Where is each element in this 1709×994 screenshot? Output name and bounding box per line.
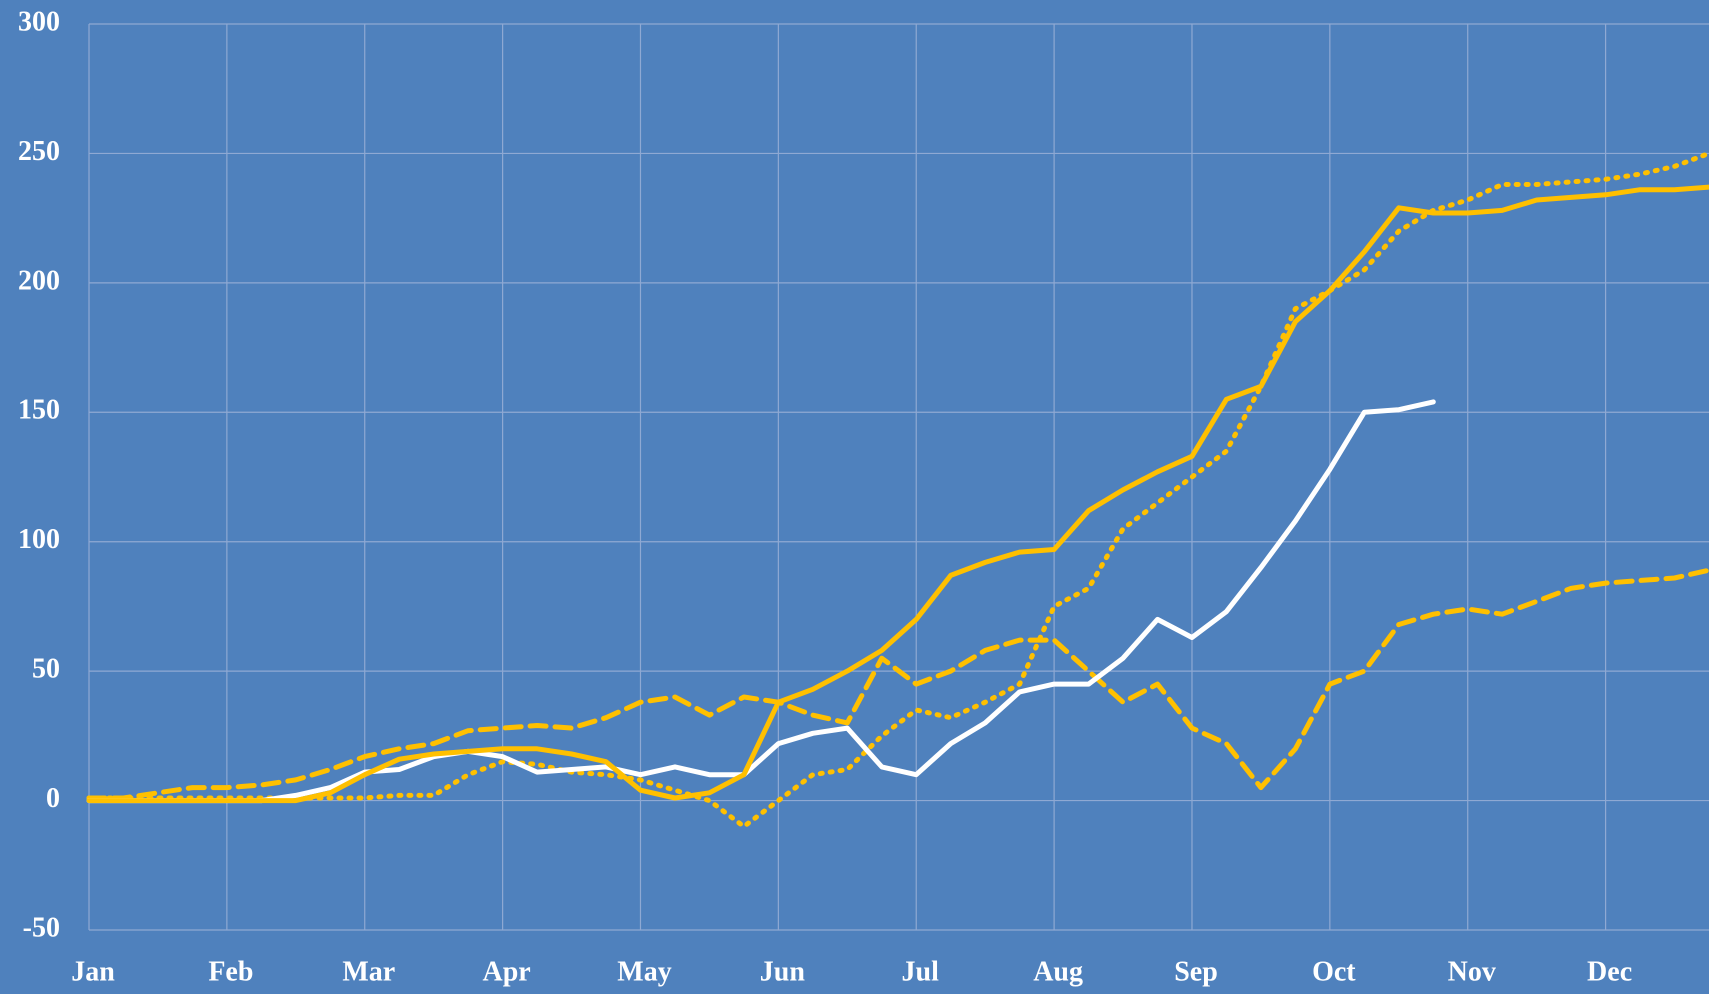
series-line: [86, 567, 1709, 801]
x-tick-label: May: [617, 956, 671, 987]
y-tick-label: 0: [46, 783, 60, 814]
y-tick-label: -50: [23, 912, 60, 943]
y-tick-label: 50: [32, 654, 60, 685]
series-line: [86, 150, 1709, 829]
y-tick-label: 100: [18, 524, 60, 555]
x-tick-label: Dec: [1587, 956, 1632, 987]
y-tick-label: 200: [18, 265, 60, 296]
series-line: [86, 184, 1709, 804]
x-tick-label: Oct: [1312, 956, 1356, 987]
x-tick-label: Nov: [1448, 956, 1496, 987]
x-tick-label: Mar: [342, 956, 395, 987]
y-tick-label: 300: [18, 6, 60, 37]
y-tick-label: 150: [18, 395, 60, 426]
x-tick-label: Sep: [1174, 956, 1218, 987]
x-tick-label: Apr: [482, 956, 530, 987]
y-tick-label: 250: [18, 136, 60, 167]
x-tick-label: Feb: [208, 956, 253, 987]
x-tick-label: Jun: [760, 956, 806, 987]
x-tick-label: Aug: [1033, 956, 1083, 987]
x-tick-label: Jul: [902, 956, 940, 987]
x-tick-label: Jan: [71, 956, 115, 987]
series-line: [86, 399, 1436, 804]
